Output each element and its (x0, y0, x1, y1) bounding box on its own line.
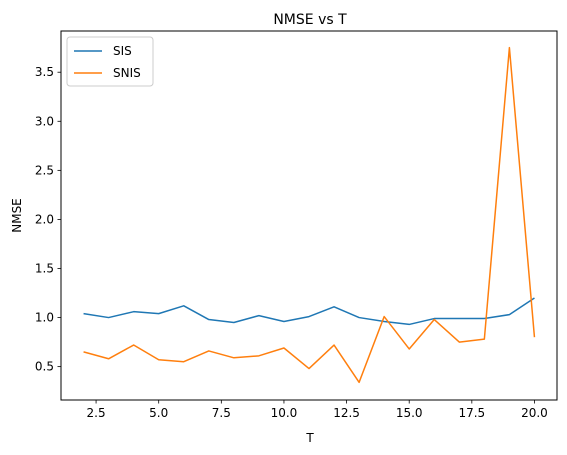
x-tick-label: 2.5 (87, 406, 106, 420)
series-lines (83, 46, 536, 384)
y-tick-label: 2.0 (35, 212, 54, 226)
legend: SIS SNIS (66, 36, 154, 87)
y-tick-label: 1.0 (35, 311, 54, 325)
series-line-snis (83, 46, 536, 384)
x-tick-label: 7.5 (212, 406, 231, 420)
y-tick-label: 0.5 (35, 360, 54, 374)
x-tick-label: 10.0 (271, 406, 298, 420)
x-axis-ticks: 2.5 5.0 7.5 10.0 12.5 15.0 17.5 20.0 (87, 400, 548, 420)
x-tick-label: 15.0 (396, 406, 423, 420)
x-tick-label: 5.0 (149, 406, 168, 420)
y-axis-label: NMSE (10, 198, 24, 233)
series-line-sis (83, 297, 535, 326)
x-axis-label: T (305, 431, 314, 445)
plot-frame (60, 30, 558, 401)
legend-label-sis: SIS (113, 44, 132, 58)
y-tick-label: 3.0 (35, 114, 54, 128)
chart-title: NMSE vs T (273, 12, 347, 28)
x-tick-label: 12.5 (333, 406, 360, 420)
x-tick-label: 20.0 (521, 406, 548, 420)
y-tick-label: 2.5 (35, 163, 54, 177)
y-tick-label: 3.5 (35, 65, 54, 79)
y-axis-ticks: 0.5 1.0 1.5 2.0 2.5 3.0 3.5 (35, 65, 61, 374)
y-tick-label: 1.5 (35, 261, 54, 275)
x-tick-label: 17.5 (458, 406, 485, 420)
legend-label-snis: SNIS (113, 66, 141, 80)
